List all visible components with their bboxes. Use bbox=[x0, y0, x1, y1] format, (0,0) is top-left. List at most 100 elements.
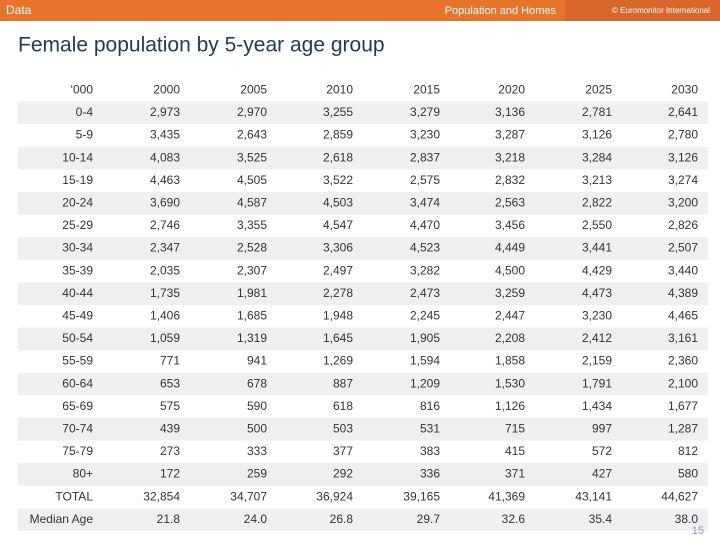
cell: 4,083 bbox=[150, 150, 180, 164]
cell: 26.8 bbox=[330, 512, 354, 526]
cell: 3,355 bbox=[237, 218, 267, 232]
column-header: 2030 bbox=[671, 82, 698, 96]
cell: 2,643 bbox=[237, 128, 267, 142]
cell: 29.7 bbox=[417, 512, 441, 526]
cell: 503 bbox=[333, 421, 353, 435]
cell: 4,429 bbox=[582, 263, 612, 277]
cell: 4,463 bbox=[150, 173, 180, 187]
cell: 1,981 bbox=[237, 286, 267, 300]
cell: 4,503 bbox=[323, 195, 353, 209]
row-label: 60-64 bbox=[62, 376, 93, 390]
row-label: 50-54 bbox=[62, 331, 93, 345]
cell: 1,858 bbox=[495, 354, 525, 368]
cell: 3,287 bbox=[495, 128, 525, 142]
cell: 997 bbox=[592, 421, 612, 435]
cell: 336 bbox=[420, 467, 440, 481]
cell: 941 bbox=[247, 354, 267, 368]
cell: 3,136 bbox=[495, 105, 525, 119]
cell: 427 bbox=[592, 467, 612, 481]
cell: 2,035 bbox=[150, 263, 180, 277]
cell: 531 bbox=[420, 421, 440, 435]
cell: 41,369 bbox=[488, 489, 525, 503]
row-band bbox=[18, 101, 708, 125]
cell: 3,126 bbox=[668, 150, 698, 164]
cell: 4,523 bbox=[410, 241, 440, 255]
cell: 575 bbox=[160, 399, 180, 413]
cell: 4,473 bbox=[582, 286, 612, 300]
header-bar bbox=[0, 0, 565, 21]
cell: 653 bbox=[160, 376, 180, 390]
cell: 2,618 bbox=[323, 150, 353, 164]
cell: 3,274 bbox=[668, 173, 698, 187]
cell: 4,547 bbox=[323, 218, 353, 232]
cell: 24.0 bbox=[244, 512, 268, 526]
cell: 1,530 bbox=[495, 376, 525, 390]
row-band bbox=[18, 463, 708, 486]
cell: 4,505 bbox=[237, 173, 267, 187]
cell: 3,441 bbox=[582, 241, 612, 255]
cell: 2,447 bbox=[495, 308, 525, 322]
cell: 2,746 bbox=[150, 218, 180, 232]
cell: 771 bbox=[160, 354, 180, 368]
cell: 1,319 bbox=[237, 331, 267, 345]
cell: 2,497 bbox=[323, 263, 353, 277]
cell: 3,456 bbox=[495, 218, 525, 232]
cell: 4,449 bbox=[495, 241, 525, 255]
cell: 2,973 bbox=[150, 105, 180, 119]
cell: 2,278 bbox=[323, 286, 353, 300]
cell: 2,641 bbox=[668, 105, 698, 119]
cell: 383 bbox=[420, 444, 440, 458]
cell: 4,587 bbox=[237, 195, 267, 209]
cell: 3,690 bbox=[150, 195, 180, 209]
cell: 2,550 bbox=[582, 218, 612, 232]
row-label: 80+ bbox=[73, 467, 93, 481]
row-label: 75-79 bbox=[62, 444, 93, 458]
row-band bbox=[18, 327, 708, 351]
row-label: TOTAL bbox=[55, 489, 93, 503]
cell: 415 bbox=[505, 444, 525, 458]
column-header: 2005 bbox=[240, 82, 267, 96]
cell: 3,279 bbox=[410, 105, 440, 119]
cell: 371 bbox=[505, 467, 525, 481]
cell: 2,360 bbox=[668, 354, 698, 368]
header-bar-right bbox=[565, 0, 720, 21]
cell: 2,859 bbox=[323, 128, 353, 142]
cell: 3,213 bbox=[582, 173, 612, 187]
cell: 715 bbox=[505, 421, 525, 435]
cell: 2,832 bbox=[495, 173, 525, 187]
cell: 2,159 bbox=[582, 354, 612, 368]
cell: 1,594 bbox=[410, 354, 440, 368]
cell: 580 bbox=[678, 467, 698, 481]
cell: 3,282 bbox=[410, 263, 440, 277]
cell: 2,780 bbox=[668, 128, 698, 142]
cell: 439 bbox=[160, 421, 180, 435]
cell: 3,306 bbox=[323, 241, 353, 255]
cell: 812 bbox=[678, 444, 698, 458]
cell: 34,707 bbox=[230, 489, 267, 503]
cell: 3,440 bbox=[668, 263, 698, 277]
cell: 1,434 bbox=[582, 399, 612, 413]
column-header: 2010 bbox=[326, 82, 353, 96]
cell: 2,781 bbox=[582, 105, 612, 119]
cell: 3,284 bbox=[582, 150, 612, 164]
cell: 1,287 bbox=[668, 421, 698, 435]
page-number: 15 bbox=[692, 525, 704, 537]
row-band bbox=[18, 192, 708, 215]
row-band bbox=[18, 418, 708, 441]
column-header: 2020 bbox=[498, 82, 525, 96]
cell: 1,677 bbox=[668, 399, 698, 413]
row-label: 55-59 bbox=[62, 354, 93, 368]
column-header: 2015 bbox=[413, 82, 440, 96]
cell: 678 bbox=[247, 376, 267, 390]
row-band bbox=[18, 372, 708, 396]
cell: 32.6 bbox=[502, 512, 526, 526]
row-label: 15-19 bbox=[62, 173, 93, 187]
cell: 1,406 bbox=[150, 308, 180, 322]
cell: 292 bbox=[333, 467, 353, 481]
cell: 3,474 bbox=[410, 195, 440, 209]
row-label: 45-49 bbox=[62, 308, 93, 322]
row-band bbox=[18, 237, 708, 260]
cell: 172 bbox=[160, 467, 180, 481]
cell: 21.8 bbox=[157, 512, 181, 526]
